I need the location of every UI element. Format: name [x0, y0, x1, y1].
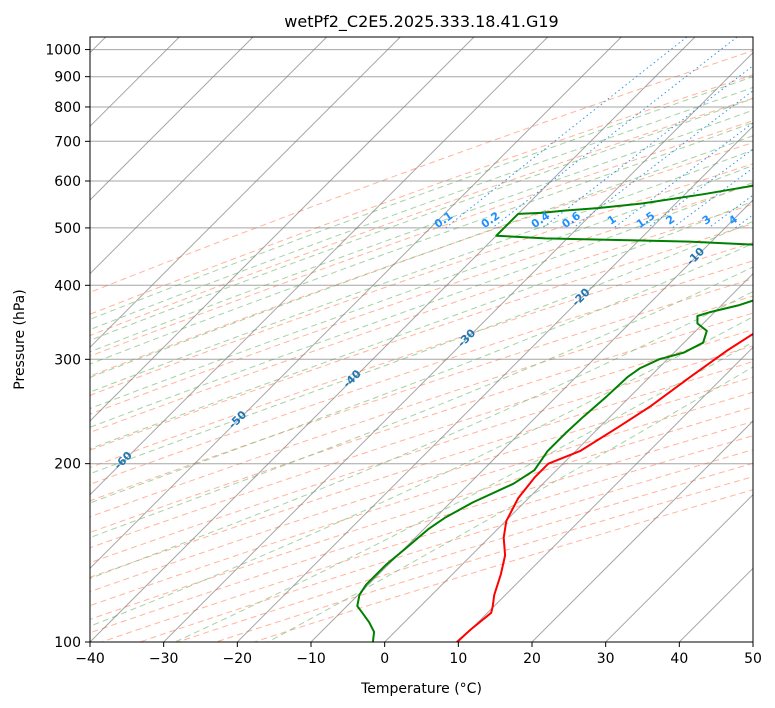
plot-area	[90, 37, 753, 642]
moist-adiabat-line	[90, 86, 753, 331]
isotherm-line	[90, 37, 401, 349]
y-tick-label: 700	[54, 134, 81, 150]
moist-adiabat-line	[90, 164, 753, 410]
grid-lines	[90, 37, 753, 642]
y-tick-label: 300	[54, 352, 81, 368]
isotherm-line	[90, 37, 622, 570]
isotherm-line	[90, 37, 254, 201]
dry-adiabat-line	[90, 223, 753, 451]
moist-adiabat-line	[267, 366, 753, 642]
profile-series	[356, 184, 753, 642]
x-tick-label: 30	[597, 651, 615, 667]
y-tick-label: 200	[54, 457, 81, 473]
x-tick-label: 50	[744, 651, 762, 667]
dry-adiabat-line	[90, 361, 753, 578]
dry-adiabat-line	[90, 312, 753, 533]
moist-adiabat-line	[90, 220, 753, 475]
mixing-ratio-line	[572, 90, 753, 229]
moist-adiabat-line	[90, 316, 753, 627]
isotherm-line	[90, 37, 328, 275]
y-tick-label: 1000	[45, 43, 81, 59]
x-axis-label: Temperature (°C)	[360, 681, 482, 697]
moist-adiabat-line	[90, 200, 753, 450]
moist-adiabat-line	[90, 291, 753, 579]
isotherm-line	[605, 493, 753, 642]
dry-adiabat-line	[90, 329, 753, 549]
mixing-ratio-line	[672, 167, 753, 229]
x-tick-label: 40	[670, 651, 688, 667]
dewpoint-profile-line	[356, 184, 753, 642]
y-tick-label: 500	[54, 221, 81, 237]
isotherm-line	[90, 37, 696, 642]
mixing-ratio-line	[492, 37, 738, 229]
x-tick-label: 0	[380, 651, 389, 667]
isotherm-line	[457, 346, 753, 642]
y-axis-label: Pressure (hPa)	[12, 289, 28, 389]
x-tick-label: 10	[449, 651, 467, 667]
y-tick-label: 900	[54, 70, 81, 86]
moist-adiabat-line	[90, 109, 753, 353]
dry-adiabat-line	[90, 97, 753, 337]
dry-adiabat-line	[90, 278, 753, 502]
isotherm-line	[163, 51, 753, 642]
dry-adiabat-line	[90, 142, 753, 377]
y-tick-label: 800	[54, 100, 81, 116]
isotherm-line	[310, 199, 753, 642]
dry-adiabat-line	[90, 74, 753, 315]
isotherm-line	[531, 420, 753, 642]
x-tick-label: −10	[296, 651, 326, 667]
x-tick-label: −40	[75, 651, 105, 667]
y-tick-label: 600	[54, 174, 81, 190]
isotherm-line	[90, 37, 475, 422]
dry-adiabat-line	[90, 50, 753, 293]
x-tick-label: −30	[149, 651, 179, 667]
mixing-ratio-line	[445, 37, 688, 229]
y-tick-label: 100	[54, 635, 81, 651]
temperature-profile-line	[456, 332, 753, 642]
dry-adiabat-line	[90, 391, 753, 607]
isotherm-line	[236, 125, 753, 642]
chart-title: wetPf2_C2E5.2025.333.18.41.G19	[284, 12, 558, 32]
isotherm-line	[384, 272, 753, 642]
isotherm-line	[90, 37, 549, 496]
dry-adiabat-line	[90, 163, 753, 396]
x-tick-label: −20	[223, 651, 253, 667]
y-tick-label: 400	[54, 278, 81, 294]
moist-adiabat-line	[90, 76, 753, 320]
axes: −40 −30 −20 −10 0 10 20 30 40 50 100 200 300 400 500 60…	[45, 43, 762, 667]
plot-frame	[89, 36, 754, 643]
x-tick-label: 20	[523, 651, 541, 667]
mixing-ratio-line	[647, 148, 753, 229]
